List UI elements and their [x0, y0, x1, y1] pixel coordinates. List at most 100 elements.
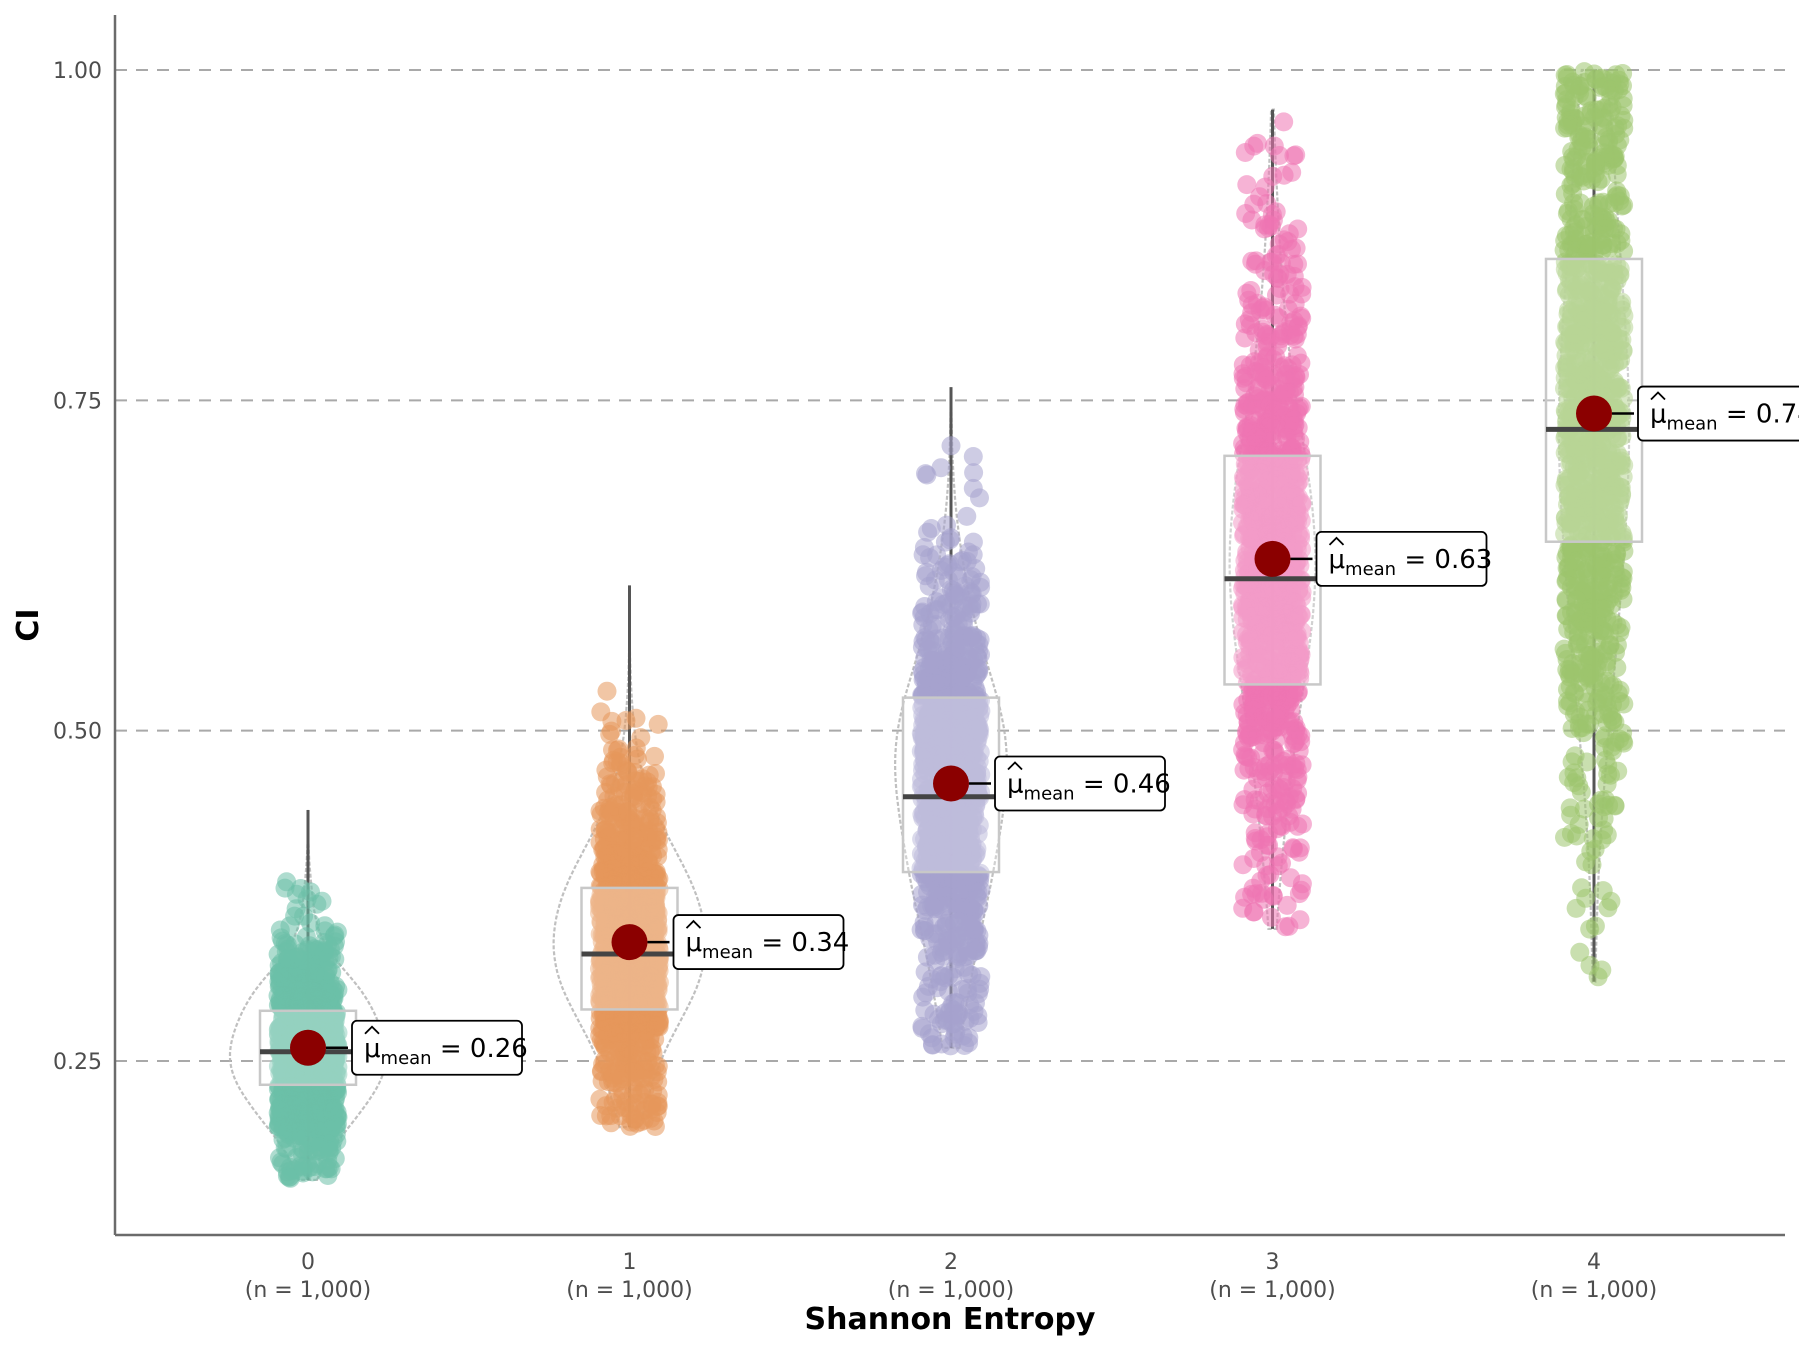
data-point: [1249, 340, 1269, 360]
data-point: [966, 666, 986, 686]
mean-symbol: μ: [1329, 545, 1346, 575]
y-tick-label: 0.50: [53, 720, 102, 745]
data-point: [1280, 812, 1300, 832]
data-point: [1592, 960, 1612, 980]
mean-subscript: mean: [1024, 784, 1075, 805]
data-point: [645, 746, 664, 766]
data-point: [282, 1077, 302, 1097]
mean-label: μmean = 0.34: [686, 928, 850, 963]
data-point: [1276, 771, 1296, 791]
mean-point: [1254, 540, 1291, 577]
mean-subscript: mean: [702, 942, 753, 963]
data-point: [1263, 685, 1282, 705]
data-point: [293, 1011, 313, 1031]
group-3: μmean = 0.63: [1223, 108, 1492, 937]
data-point: [1261, 907, 1281, 927]
data-point: [1558, 680, 1577, 699]
data-point: [1288, 219, 1308, 239]
data-point: [1569, 713, 1589, 733]
data-point: [294, 950, 314, 970]
data-point: [1243, 395, 1262, 414]
data-point: [1247, 133, 1267, 153]
mean-symbol: μ: [686, 928, 703, 958]
data-point: [611, 841, 631, 861]
data-point: [276, 972, 296, 992]
data-point: [963, 447, 983, 466]
x-tick-sublabel: (n = 1,000): [245, 1278, 372, 1303]
group-4: μmean = 0.74: [1544, 62, 1799, 987]
data-point: [931, 943, 951, 962]
data-point: [271, 928, 291, 948]
data-point: [606, 1089, 626, 1108]
x-tick-label: 0: [301, 1250, 315, 1275]
data-point: [319, 1142, 339, 1162]
data-point: [937, 515, 956, 535]
data-point: [603, 870, 622, 890]
data-point: [312, 891, 332, 911]
data-point: [1607, 658, 1627, 678]
x-tick-label: 2: [944, 1250, 958, 1275]
data-point: [1555, 155, 1575, 175]
y-tick-label: 0.75: [53, 389, 102, 414]
data-point: [1586, 69, 1606, 89]
mean-point: [290, 1029, 326, 1066]
data-point: [935, 968, 955, 988]
data-point: [1268, 856, 1288, 876]
data-point: [600, 724, 620, 744]
data-point: [1245, 799, 1265, 819]
x-tick-label: 3: [1266, 1250, 1280, 1275]
group-1: μmean = 0.34: [552, 585, 850, 1136]
data-point: [962, 583, 982, 603]
mean-label: μmean = 0.26: [364, 1034, 528, 1069]
data-point: [966, 559, 986, 579]
mean-value: = 0.26: [432, 1034, 528, 1064]
data-point: [1262, 252, 1282, 272]
data-point: [293, 1157, 313, 1177]
data-point: [648, 847, 668, 866]
data-point: [1585, 916, 1605, 936]
data-point: [596, 986, 616, 1006]
hat-icon: [364, 1025, 380, 1035]
data-point: [591, 1106, 611, 1125]
data-point: [626, 708, 646, 728]
data-point: [1274, 165, 1294, 185]
x-tick-sublabel: (n = 1,000): [566, 1278, 693, 1303]
data-point: [1256, 768, 1276, 788]
data-point: [311, 1078, 331, 1097]
data-point: [1563, 544, 1583, 564]
data-point: [1238, 713, 1258, 732]
data-point: [1289, 842, 1309, 862]
data-point: [275, 1138, 295, 1158]
data-point: [299, 936, 319, 956]
data-point: [1277, 794, 1297, 814]
data-point: [325, 1099, 345, 1119]
data-point: [957, 506, 977, 526]
data-point: [280, 1168, 300, 1188]
mean-value: = 0.34: [753, 928, 849, 958]
y-tick-labels: 0.250.500.751.00: [53, 59, 102, 1075]
data-point: [624, 789, 644, 809]
data-point: [608, 885, 628, 905]
data-point: [648, 714, 668, 734]
data-point: [1593, 235, 1613, 255]
data-point: [1236, 373, 1256, 393]
mean-subscript: mean: [381, 1048, 432, 1069]
data-point: [1611, 224, 1631, 244]
y-tick-label: 0.25: [53, 1050, 102, 1075]
data-point: [618, 863, 638, 883]
data-point: [931, 458, 951, 478]
data-point: [1291, 306, 1311, 326]
x-tick-label: 4: [1587, 1250, 1601, 1275]
data-point: [1265, 400, 1285, 420]
data-point: [627, 1013, 647, 1033]
data-point: [961, 603, 981, 623]
data-point: [1258, 823, 1278, 843]
data-point: [935, 896, 955, 916]
data-point: [1266, 202, 1286, 222]
data-point: [618, 762, 638, 782]
data-point: [970, 488, 989, 508]
data-point: [624, 1043, 644, 1063]
data-point: [305, 982, 325, 1002]
data-point: [1257, 370, 1277, 389]
